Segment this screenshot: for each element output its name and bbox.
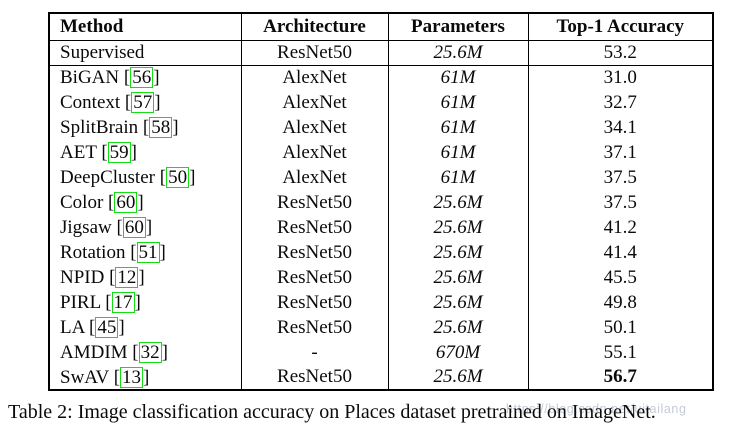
architecture-cell: AlexNet bbox=[240, 140, 389, 165]
parameters-cell: 61M bbox=[387, 165, 529, 190]
accuracy-cell: 41.4 bbox=[527, 240, 714, 265]
watermark-url: https://blog.csdn.net/uitailang bbox=[506, 402, 687, 416]
architecture-cell: ResNet50 bbox=[240, 215, 389, 240]
table-row: Supervised ResNet50 25.6M 53.2 bbox=[48, 40, 714, 66]
method-cell: LA [45] bbox=[48, 315, 242, 340]
method-cell: SwAV [13] bbox=[48, 365, 242, 390]
citation-link[interactable]: 60 bbox=[122, 217, 146, 238]
architecture-cell: ResNet50 bbox=[240, 365, 389, 390]
table-row: Context [57] AlexNet 61M 32.7 bbox=[48, 90, 714, 115]
table-row: SplitBrain [58] AlexNet 61M 34.1 bbox=[48, 115, 714, 140]
table-row: BiGAN [56] AlexNet 61M 31.0 bbox=[48, 65, 714, 90]
table-row: Rotation [51] ResNet50 25.6M 41.4 bbox=[48, 240, 714, 265]
table-row: AMDIM [32] -670M 55.1 bbox=[48, 340, 714, 365]
citation-link[interactable]: 57 bbox=[131, 92, 155, 113]
method-cell: BiGAN [56] bbox=[48, 65, 242, 90]
table-row: DeepCluster [50] AlexNet 61M 37.5 bbox=[48, 165, 714, 190]
architecture-cell: ResNet50 bbox=[240, 190, 389, 215]
architecture-cell: AlexNet bbox=[240, 165, 389, 190]
citation-link[interactable]: 12 bbox=[115, 267, 139, 288]
method-cell: AMDIM [32] bbox=[48, 340, 242, 365]
architecture-cell: AlexNet bbox=[240, 90, 389, 115]
accuracy-cell: 41.2 bbox=[527, 215, 714, 240]
accuracy-cell: 45.5 bbox=[527, 265, 714, 290]
accuracy-cell: 31.0 bbox=[527, 65, 714, 90]
accuracy-cell: 37.5 bbox=[527, 190, 714, 215]
accuracy-cell: 34.1 bbox=[527, 115, 714, 140]
method-cell: Rotation [51] bbox=[48, 240, 242, 265]
parameters-cell: 25.6M bbox=[387, 265, 529, 290]
method-cell: DeepCluster [50] bbox=[48, 165, 242, 190]
method-cell: AET [59] bbox=[48, 140, 242, 165]
method-cell: Jigsaw [60] bbox=[48, 215, 242, 240]
architecture-cell: - bbox=[240, 340, 389, 365]
accuracy-cell: 53.2 bbox=[527, 40, 714, 66]
method-cell: Supervised bbox=[48, 40, 242, 66]
parameters-cell: 61M bbox=[387, 90, 529, 115]
architecture-cell: AlexNet bbox=[240, 115, 389, 140]
architecture-cell: ResNet50 bbox=[240, 40, 389, 66]
accuracy-cell: 37.1 bbox=[527, 140, 714, 165]
column-header-method: Method bbox=[48, 13, 242, 41]
architecture-cell: ResNet50 bbox=[240, 290, 389, 315]
accuracy-cell: 55.1 bbox=[527, 340, 714, 365]
parameters-cell: 25.6M bbox=[387, 365, 529, 390]
architecture-cell: ResNet50 bbox=[240, 265, 389, 290]
parameters-cell: 25.6M bbox=[387, 40, 529, 66]
method-cell: SplitBrain [58] bbox=[48, 115, 242, 140]
parameters-cell: 61M bbox=[387, 65, 529, 90]
column-header-architecture: Architecture bbox=[240, 13, 389, 41]
method-cell: PIRL [17] bbox=[48, 290, 242, 315]
table-caption: Table 2: Image classification accuracy o… bbox=[8, 401, 656, 423]
table-row: SwAV [13] ResNet50 25.6M 56.7 bbox=[48, 365, 714, 390]
architecture-cell: ResNet50 bbox=[240, 315, 389, 340]
table-row: Color [60] ResNet50 25.6M 37.5 bbox=[48, 190, 714, 215]
method-cell: Context [57] bbox=[48, 90, 242, 115]
parameters-cell: 25.6M bbox=[387, 290, 529, 315]
parameters-cell: 25.6M bbox=[387, 315, 529, 340]
architecture-cell: ResNet50 bbox=[240, 240, 389, 265]
accuracy-cell: 56.7 bbox=[527, 365, 714, 390]
architecture-cell: AlexNet bbox=[240, 65, 389, 90]
table-row: PIRL [17] ResNet50 25.6M 49.8 bbox=[48, 290, 714, 315]
method-cell: Color [60] bbox=[48, 190, 242, 215]
citation-link[interactable]: 60 bbox=[114, 192, 138, 213]
table-row: Jigsaw [60] ResNet50 25.6M 41.2 bbox=[48, 215, 714, 240]
citation-link[interactable]: 32 bbox=[138, 342, 162, 363]
table-row: LA [45] ResNet50 25.6M 50.1 bbox=[48, 315, 714, 340]
column-header-top1-accuracy: Top-1 Accuracy bbox=[527, 13, 714, 41]
parameters-cell: 25.6M bbox=[387, 190, 529, 215]
citation-link[interactable]: 51 bbox=[136, 242, 160, 263]
column-header-parameters: Parameters bbox=[387, 13, 529, 41]
accuracy-cell: 37.5 bbox=[527, 165, 714, 190]
citation-link[interactable]: 50 bbox=[166, 167, 190, 188]
citation-link[interactable]: 45 bbox=[95, 317, 119, 338]
parameters-cell: 670M bbox=[387, 340, 529, 365]
table-row: NPID [12] ResNet50 25.6M 45.5 bbox=[48, 265, 714, 290]
parameters-cell: 61M bbox=[387, 115, 529, 140]
parameters-cell: 61M bbox=[387, 140, 529, 165]
citation-link[interactable]: 56 bbox=[130, 67, 154, 89]
results-table: Method Architecture Parameters Top-1 Acc… bbox=[48, 12, 714, 391]
accuracy-cell: 50.1 bbox=[527, 315, 714, 340]
accuracy-cell: 32.7 bbox=[527, 90, 714, 115]
method-cell: NPID [12] bbox=[48, 265, 242, 290]
parameters-cell: 25.6M bbox=[387, 215, 529, 240]
citation-link[interactable]: 59 bbox=[107, 142, 131, 163]
citation-link[interactable]: 58 bbox=[149, 117, 173, 138]
accuracy-cell: 49.8 bbox=[527, 290, 714, 315]
citation-link[interactable]: 17 bbox=[111, 292, 135, 313]
citation-link[interactable]: 13 bbox=[120, 366, 144, 388]
parameters-cell: 25.6M bbox=[387, 240, 529, 265]
table-row: AET [59] AlexNet 61M 37.1 bbox=[48, 140, 714, 165]
table-header-row: Method Architecture Parameters Top-1 Acc… bbox=[48, 13, 714, 41]
